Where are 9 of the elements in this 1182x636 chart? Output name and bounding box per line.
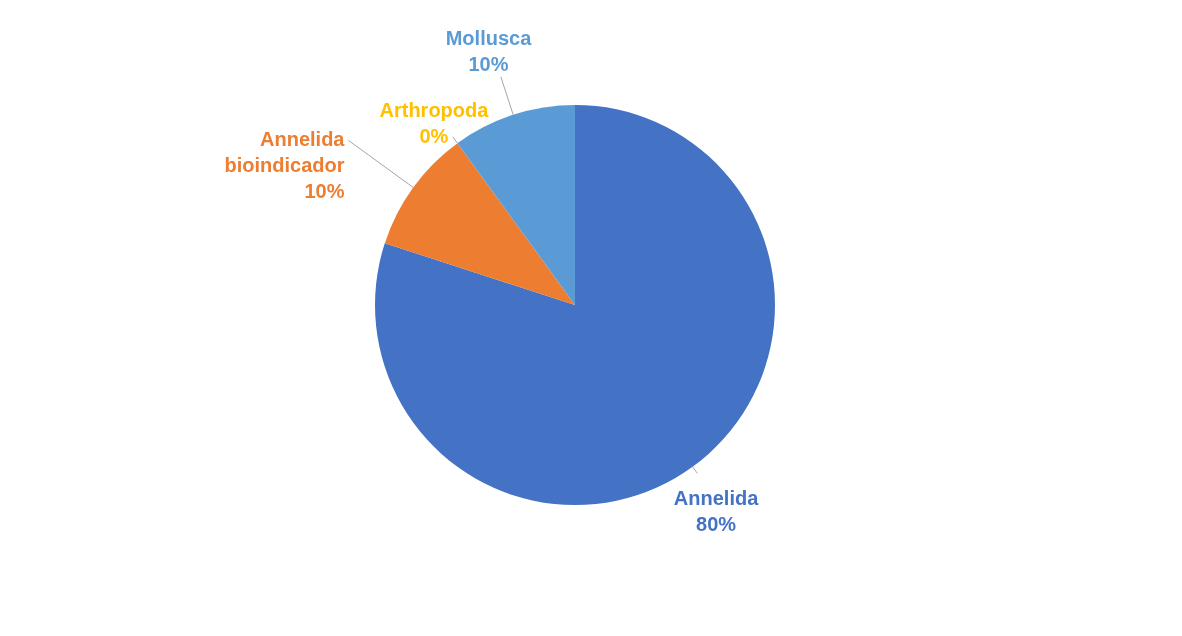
data-label: 10% bbox=[304, 180, 345, 203]
slice-label: Annelida bbox=[673, 487, 760, 510]
data-label: 80% bbox=[696, 513, 737, 536]
slice-label: Annelida bioindicador bbox=[224, 128, 346, 177]
data-label: 10% bbox=[468, 52, 509, 75]
category-label: Arthropoda bbox=[379, 98, 489, 121]
slice-label: Mollusca bbox=[445, 26, 533, 49]
text: 0% bbox=[419, 124, 449, 147]
pie-slice bbox=[384, 143, 575, 305]
